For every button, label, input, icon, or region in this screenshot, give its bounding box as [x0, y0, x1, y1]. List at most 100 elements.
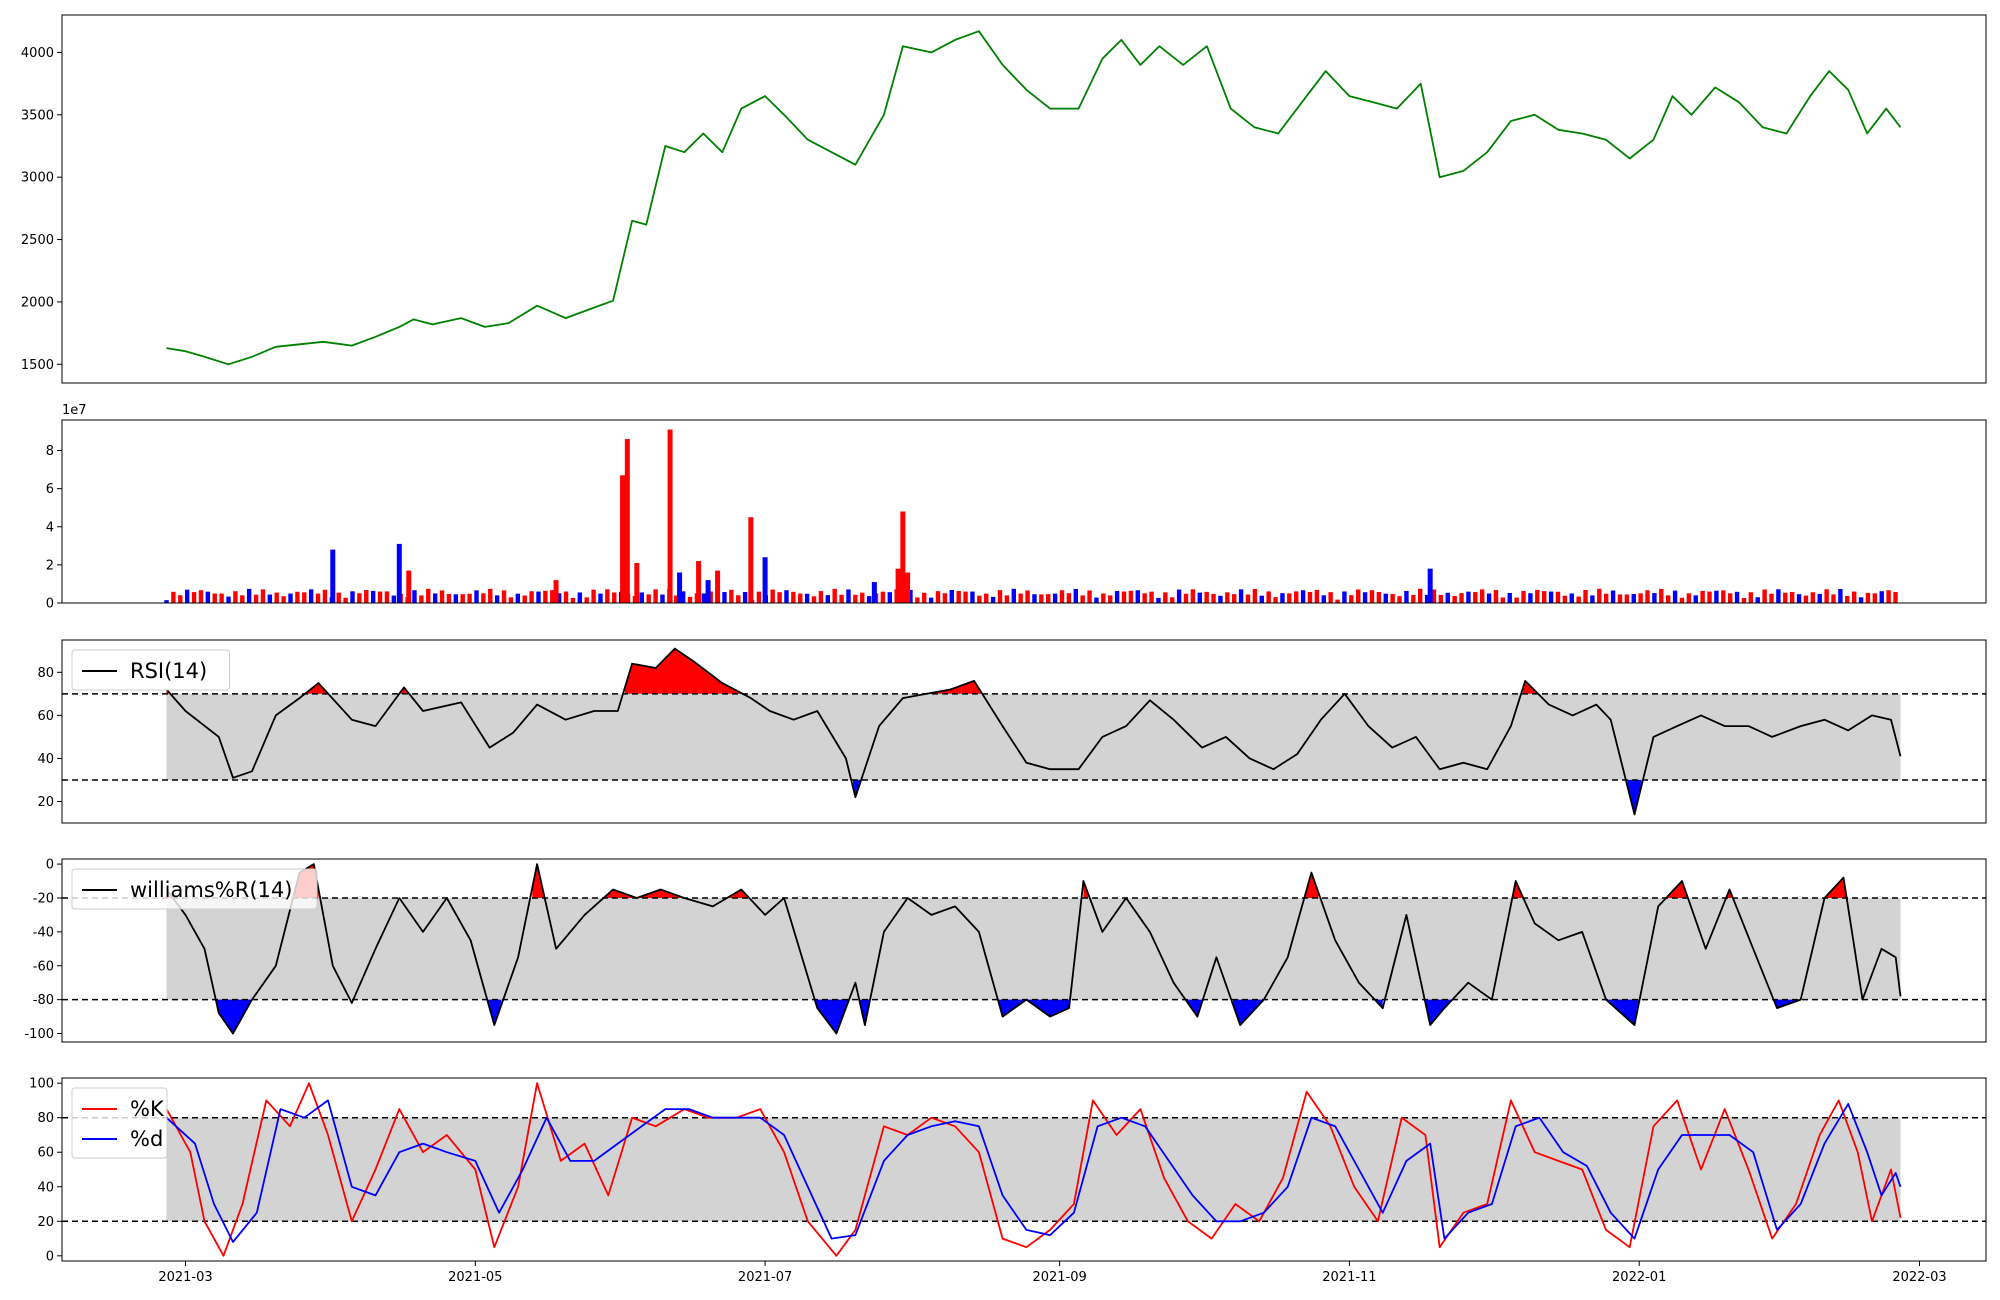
- volume-bar: [1700, 590, 1705, 603]
- volume-bar: [240, 595, 245, 603]
- price-line: [166, 30, 1902, 366]
- y-tick-label: -100: [24, 1027, 54, 1042]
- volume-bar: [1418, 588, 1423, 603]
- williams-axes-frame: [61, 858, 1987, 1043]
- volume-bar: [391, 595, 397, 603]
- volume-bar: [1603, 593, 1609, 603]
- volume-bar: [1590, 595, 1595, 603]
- volume-bar: [171, 591, 176, 603]
- volume-bar: [274, 592, 279, 603]
- volume-bar: [591, 589, 596, 603]
- y-tick-label: 60: [37, 709, 54, 724]
- volume-bar: [677, 572, 683, 603]
- volume-bar: [696, 561, 702, 603]
- volume-bar: [1473, 592, 1478, 603]
- williams-oversold-fill: [860, 999, 870, 1026]
- volume-bar: [1390, 593, 1395, 603]
- volume-bar: [1521, 590, 1526, 603]
- volume-bar: [1845, 595, 1850, 603]
- volume-bar: [1631, 594, 1636, 603]
- volume-bar: [384, 591, 390, 603]
- volume-bar: [667, 429, 673, 603]
- volume-bar: [1528, 593, 1533, 603]
- volume-bar: [970, 591, 975, 603]
- volume-bar: [474, 590, 479, 603]
- volume-bar: [804, 593, 810, 603]
- volume-bar: [1783, 592, 1788, 603]
- rsi-overbought-fill: [306, 683, 328, 694]
- volume-bar: [1500, 597, 1506, 603]
- volume-bar: [350, 591, 355, 603]
- volume-bar: [1597, 588, 1602, 603]
- volume-bar: [191, 592, 197, 603]
- williams-line: [165, 863, 1902, 1035]
- volume-bar: [481, 593, 486, 603]
- volume-bar: [1349, 595, 1354, 603]
- volume-bar: [748, 517, 754, 603]
- rsi-legend-label: RSI(14): [130, 659, 207, 683]
- volume-bar: [1121, 591, 1127, 603]
- volume-bar: [942, 593, 948, 603]
- volume-bar: [1032, 594, 1037, 603]
- y-tick-label: -60: [33, 959, 54, 974]
- volume-bar: [1108, 595, 1113, 603]
- volume-bar: [1748, 592, 1754, 603]
- volume-bar: [1548, 591, 1554, 603]
- volume-bar: [984, 593, 989, 603]
- rsi-axes-frame: [61, 639, 1987, 824]
- stochastic-panel: 0 20 40 60 80 100 %K %d 2021-03 2021-05 2021-07 202…: [29, 1077, 1987, 1285]
- volume-bar: [1245, 594, 1251, 603]
- volume-bar: [1369, 590, 1375, 603]
- y-tick-label: 8: [46, 444, 54, 459]
- volume-bar: [184, 589, 190, 603]
- y-tick-label: 3500: [21, 108, 54, 123]
- volume-bar: [1073, 588, 1078, 603]
- stochastic-axes-frame: [61, 1077, 1987, 1262]
- x-tick-label: 2021-09: [1032, 1270, 1086, 1285]
- chart-panels: 150020002500300035004000024681e720406080…: [21, 14, 1987, 1285]
- volume-bar: [1335, 599, 1340, 603]
- y-tick-label: 80: [37, 666, 54, 681]
- y-tick-label: 20: [37, 1215, 54, 1230]
- stochastic-legend-label: %d: [130, 1127, 163, 1151]
- williams-oversold-fill: [487, 999, 502, 1026]
- volume-bar: [634, 562, 640, 603]
- volume-bar: [1197, 592, 1202, 603]
- volume-bar: [302, 592, 307, 603]
- volume-bar: [1039, 594, 1044, 603]
- y-tick-label: 40: [37, 1180, 54, 1195]
- volume-bar: [1424, 594, 1430, 603]
- rsi-overbought-fill: [1522, 680, 1538, 694]
- volume-bar: [1686, 593, 1692, 603]
- volume-bar: [1362, 592, 1368, 603]
- volume-bar: [1087, 590, 1092, 603]
- volume-bar: [1080, 595, 1085, 603]
- y-tick-label: 100: [29, 1077, 54, 1092]
- volume-bar: [1741, 597, 1747, 603]
- volume-bar: [267, 594, 273, 603]
- x-tick-label: 2021-11: [1322, 1270, 1376, 1285]
- y-tick-label: 4000: [21, 46, 54, 61]
- volume-bar: [798, 593, 803, 603]
- volume-bar: [687, 596, 693, 603]
- volume-bar: [1252, 588, 1258, 603]
- volume-bar: [680, 591, 686, 603]
- neutral-band: [166, 693, 1901, 780]
- volume-bar: [295, 591, 300, 603]
- volume-bar: [460, 594, 465, 603]
- volume-bar: [1149, 591, 1154, 603]
- volume-bar: [1831, 594, 1836, 603]
- volume-bar: [1514, 597, 1519, 603]
- volume-bar: [281, 596, 286, 603]
- volume-bar: [550, 590, 555, 603]
- volume-bar: [377, 591, 383, 603]
- volume-bar: [1376, 592, 1382, 603]
- volume-bar: [1266, 591, 1271, 603]
- volume-bar: [1769, 593, 1774, 603]
- williams-oversold-fill: [815, 999, 849, 1034]
- volume-bar: [1452, 596, 1457, 603]
- rsi-overbought-fill: [624, 648, 742, 694]
- volume-bar: [791, 591, 796, 603]
- volume-bar: [784, 590, 789, 603]
